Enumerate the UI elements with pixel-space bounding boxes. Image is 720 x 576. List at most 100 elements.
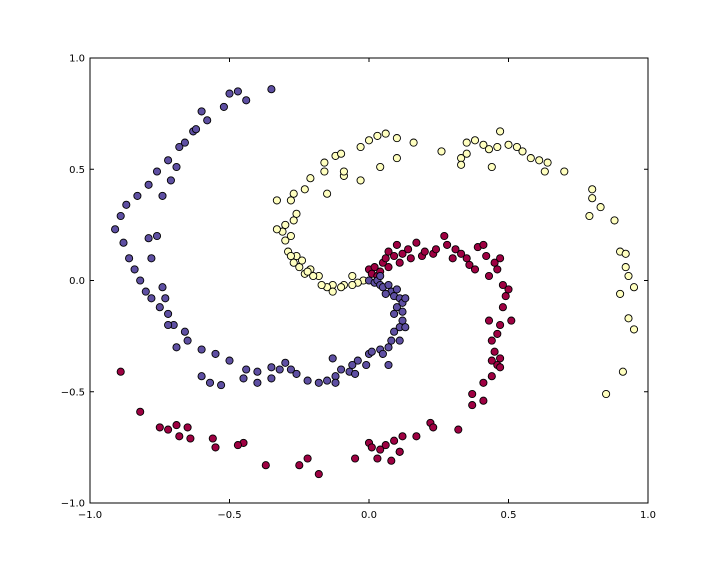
data-point-series-0	[373, 454, 382, 463]
data-point-series-0	[186, 434, 195, 443]
data-point-series-2	[267, 374, 276, 383]
data-point-series-2	[392, 285, 401, 294]
data-point-series-0	[507, 316, 516, 325]
data-point-series-1	[479, 140, 488, 149]
data-point-series-2	[225, 356, 234, 365]
data-point-series-2	[172, 343, 181, 352]
data-point-series-0	[303, 454, 312, 463]
data-point-series-0	[482, 251, 491, 261]
data-point-series-0	[457, 249, 466, 258]
data-point-series-2	[376, 271, 385, 281]
axis-ticks	[89, 57, 649, 504]
data-point-series-1	[624, 271, 633, 281]
data-point-series-2	[233, 87, 242, 96]
data-point-series-1	[621, 249, 630, 258]
data-point-series-0	[496, 320, 505, 330]
data-point-series-0	[376, 445, 385, 454]
data-point-series-0	[479, 240, 488, 249]
data-point-series-1	[286, 231, 295, 241]
data-point-series-0	[367, 443, 376, 452]
data-point-series-0	[479, 378, 488, 387]
data-point-series-2	[166, 176, 175, 185]
data-point-series-0	[392, 240, 401, 249]
data-point-series-0	[462, 254, 471, 263]
data-point-series-1	[588, 194, 597, 203]
data-point-series-0	[443, 240, 452, 249]
data-point-series-1	[289, 216, 298, 225]
data-point-series-2	[242, 96, 251, 105]
data-point-series-1	[409, 138, 418, 147]
data-point-series-0	[175, 432, 184, 441]
data-point-series-0	[381, 254, 390, 263]
data-point-series-2	[303, 376, 312, 385]
data-point-series-2	[152, 231, 162, 241]
data-point-series-2	[390, 327, 399, 336]
data-point-series-2	[133, 191, 142, 200]
data-point-series-1	[512, 142, 521, 152]
data-point-series-0	[412, 432, 421, 441]
data-point-series-0	[479, 396, 488, 405]
data-point-series-2	[197, 107, 206, 116]
data-point-series-1	[496, 127, 505, 136]
data-point-series-0	[451, 245, 460, 254]
data-point-series-1	[629, 283, 639, 292]
data-point-series-2	[217, 381, 226, 390]
data-point-series-1	[272, 196, 281, 205]
data-point-series-1	[286, 196, 295, 205]
data-point-series-2	[384, 360, 393, 370]
data-point-series-0	[468, 401, 477, 410]
data-point-series-0	[420, 247, 429, 256]
data-point-series-2	[130, 265, 139, 274]
data-point-series-1	[462, 149, 471, 158]
data-point-series-1	[392, 134, 401, 143]
data-point-series-2	[362, 360, 371, 370]
data-point-series-1	[621, 263, 630, 272]
data-point-series-1	[317, 280, 326, 290]
data-point-series-1	[281, 220, 290, 229]
data-point-series-2	[331, 378, 340, 387]
data-point-series-1	[518, 147, 527, 156]
data-point-series-2	[398, 307, 407, 316]
data-point-series-0	[314, 470, 323, 479]
data-point-series-1	[339, 167, 348, 176]
data-point-series-2	[351, 369, 360, 378]
data-point-series-2	[267, 363, 276, 372]
data-point-series-1	[272, 225, 281, 234]
data-point-series-0	[484, 271, 494, 281]
data-point-series-2	[161, 294, 170, 303]
data-point-series-2	[144, 180, 153, 189]
y-axis-tick-labels: −1.0 −0.5 0.0 0.5 1.0	[61, 54, 85, 510]
data-point-series-0	[487, 336, 496, 345]
data-point-series-1	[320, 167, 329, 176]
data-point-series-1	[526, 154, 535, 163]
data-point-series-1	[300, 185, 309, 194]
data-point-series-2	[367, 347, 376, 356]
data-point-series-1	[493, 142, 502, 152]
data-point-series-1	[328, 287, 337, 296]
y-tick-label: 1.0	[69, 54, 85, 65]
data-point-series-2	[328, 354, 337, 363]
data-point-series-0	[493, 265, 502, 274]
data-point-series-0	[493, 329, 502, 338]
data-point-series-2	[111, 225, 120, 234]
data-point-series-0	[498, 303, 507, 312]
data-point-series-0	[390, 436, 399, 445]
data-point-series-0	[468, 389, 477, 399]
data-point-series-0	[390, 251, 399, 261]
x-tick-label: 1.0	[640, 510, 656, 521]
data-point-series-0	[404, 245, 413, 254]
data-point-series-1	[610, 216, 619, 225]
data-point-series-1	[457, 160, 466, 169]
data-point-series-2	[144, 234, 153, 243]
data-point-series-1	[337, 283, 346, 292]
data-point-series-1	[462, 138, 471, 147]
data-point-series-1	[303, 267, 312, 276]
data-point-series-1	[297, 256, 307, 265]
data-point-series-0	[172, 421, 181, 430]
data-point-series-1	[560, 167, 569, 176]
data-point-series-1	[392, 154, 401, 163]
data-point-series-2	[401, 323, 410, 332]
data-point-series-0	[412, 238, 421, 247]
